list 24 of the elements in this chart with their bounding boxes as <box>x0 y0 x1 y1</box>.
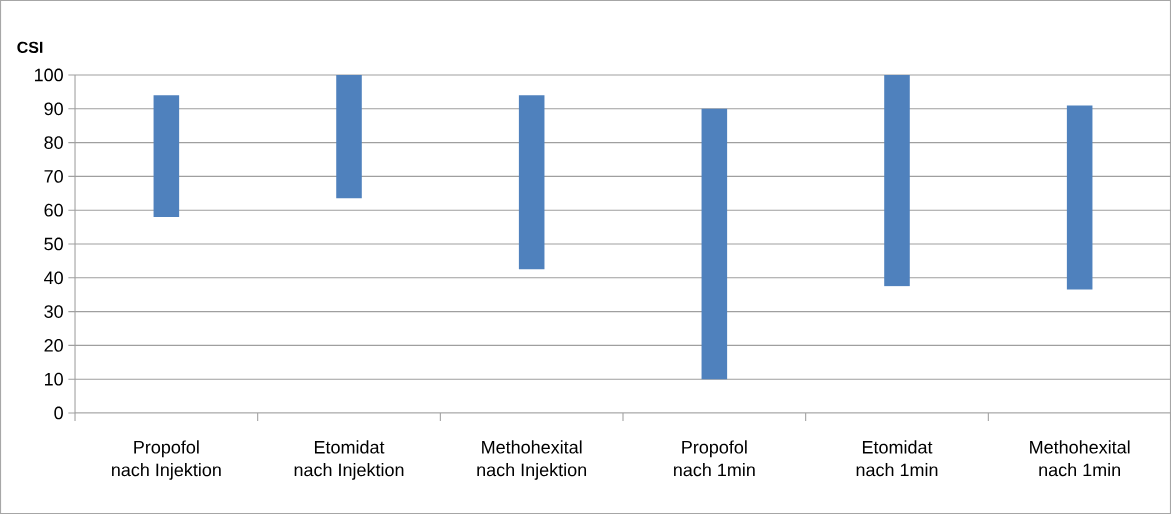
y-tick-label: 60 <box>44 203 63 217</box>
bar <box>1066 105 1093 290</box>
x-tick-label: Etomidat nach Injektion <box>294 440 404 480</box>
y-tick-label: 70 <box>44 170 63 183</box>
y-tick-label: 40 <box>44 271 63 285</box>
y-tick-label: 100 <box>34 68 63 82</box>
bar <box>701 108 728 380</box>
x-tick-label: Etomidat nach 1min <box>856 440 938 477</box>
bar <box>884 75 910 287</box>
y-tick-label: 20 <box>44 339 63 352</box>
bar <box>153 95 180 217</box>
x-tick-label: Propofol nach Injektion <box>112 440 221 480</box>
y-axis-title: CSI <box>17 41 43 53</box>
bar <box>336 75 362 199</box>
y-tick-label: 50 <box>44 237 63 251</box>
x-tick-label: Methohexital nach 1min <box>1030 440 1130 477</box>
x-tick-label: Propofol nach 1min <box>674 440 755 477</box>
y-tick-label: 90 <box>44 102 63 116</box>
y-tick-label: 0 <box>54 406 63 420</box>
x-tick-label: Methohexital nach Injektion <box>477 440 587 480</box>
y-tick-label: 10 <box>45 372 63 386</box>
y-tick-label: 80 <box>44 136 63 149</box>
bar <box>518 95 545 270</box>
y-tick-label: 30 <box>44 305 63 318</box>
